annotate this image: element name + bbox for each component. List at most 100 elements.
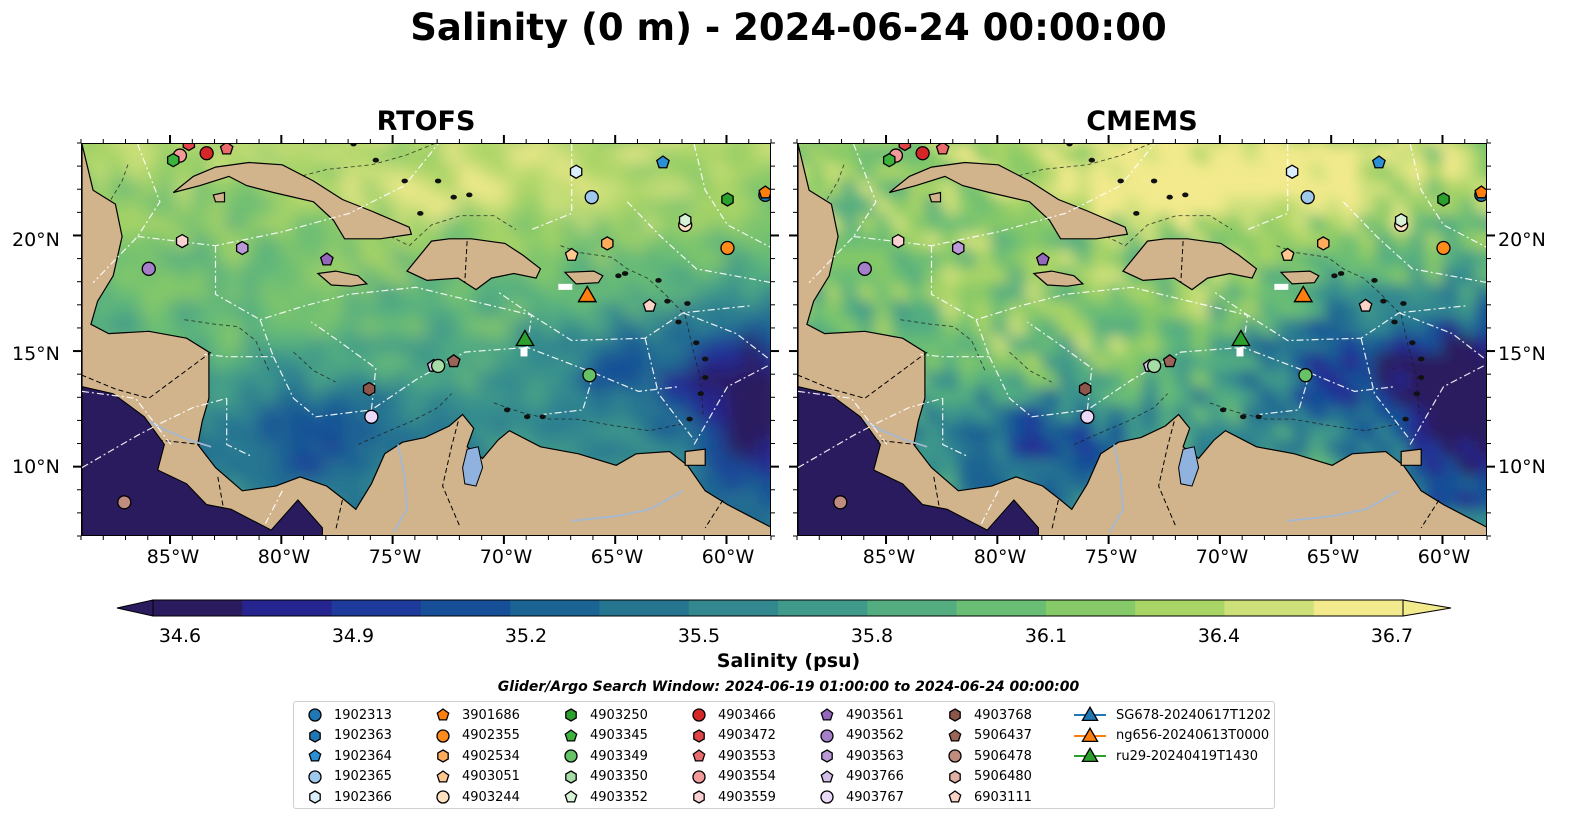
float-marker	[1300, 190, 1315, 205]
legend-marker-icon	[437, 749, 449, 763]
float-marker	[446, 354, 461, 368]
legend-item: 4903466	[690, 705, 776, 725]
legend-item: 4903559	[690, 787, 776, 807]
colorbar-tick-3: 35.5	[677, 625, 721, 647]
lon-label-85w-cmems: 85°W	[862, 546, 916, 568]
float-marker	[721, 192, 734, 207]
legend-marker	[564, 790, 578, 803]
colorbar-tick-6: 36.4	[1197, 625, 1241, 647]
legend-label: 4903349	[590, 748, 648, 764]
legend-item: ru29-20240419T1430	[1074, 746, 1258, 766]
legend-marker	[693, 728, 705, 743]
legend-marker-icon	[1074, 726, 1106, 742]
colorbar-tick-7: 36.7	[1370, 625, 1414, 647]
axis-ticks	[73, 135, 1495, 544]
lon-label-75w-cmems: 75°W	[1084, 546, 1138, 568]
glider-markers	[1231, 285, 1314, 347]
glider-marker	[1293, 285, 1314, 303]
float-marker	[882, 152, 896, 168]
lesser-antilles	[1066, 144, 1425, 422]
float-marker	[1298, 368, 1313, 383]
float-marker	[1358, 298, 1373, 312]
legend-item: 4903349	[562, 746, 648, 766]
colorbar-segment	[1313, 600, 1404, 616]
glider-tracks	[1236, 283, 1289, 357]
float-marker	[430, 358, 446, 374]
float-marker	[141, 261, 156, 276]
legend-marker-icon	[820, 708, 834, 721]
legend-marker-icon	[564, 728, 578, 741]
legend-marker	[820, 769, 834, 782]
legend-marker-icon	[565, 769, 577, 784]
legend-marker	[308, 749, 322, 762]
float-marker	[199, 146, 214, 161]
legend-label: 1902365	[334, 769, 392, 784]
legend-marker	[820, 728, 834, 743]
legend-label: 3901686	[462, 707, 520, 723]
float-marker	[915, 146, 930, 161]
float-marker	[655, 155, 670, 169]
legend-item: 4903553	[690, 746, 776, 766]
legend-marker	[948, 728, 962, 741]
float-marker	[1035, 252, 1050, 266]
legend-marker-icon	[564, 749, 578, 763]
legend-marker	[949, 769, 961, 784]
legend-item: 1902365	[306, 767, 392, 787]
legend-item: 4903554	[690, 767, 776, 787]
lon-label-80w-rtofs: 80°W	[257, 546, 311, 568]
legend-label: 1902363	[334, 728, 392, 743]
legend-label: 4903563	[846, 748, 904, 764]
float-marker	[898, 144, 912, 152]
glider-marker	[1231, 329, 1251, 347]
legend-marker-icon	[693, 790, 705, 804]
legend-item: 4903472	[690, 726, 776, 746]
panel-title-rtofs: RTOFS	[376, 106, 476, 137]
legend-marker	[309, 790, 321, 804]
legend-marker	[565, 769, 577, 784]
float-marker	[1371, 155, 1386, 169]
legend-marker-icon	[436, 708, 450, 721]
legend-label: 4903767	[846, 789, 904, 805]
glider-tracks	[520, 283, 573, 357]
legend-item: 5906480	[946, 767, 1032, 787]
glider-marker	[515, 329, 535, 347]
legend-marker-icon	[564, 790, 578, 803]
lon-label-70w-rtofs: 70°W	[479, 546, 533, 568]
colorbar-label: Salinity (psu)	[716, 650, 861, 672]
lat-label-20n-right: 20°N	[1498, 229, 1546, 251]
float-marker	[1285, 164, 1299, 179]
glider-marker	[577, 285, 598, 303]
legend-marker-icon	[948, 749, 962, 763]
legend-item: 4903345	[562, 726, 648, 746]
legend-marker-icon	[308, 769, 322, 784]
legend-marker-icon	[821, 749, 833, 763]
legend-label: 4903562	[846, 728, 904, 743]
legend-label: 4903768	[974, 707, 1032, 723]
colorbar-segment	[956, 600, 1047, 616]
map-panel-cmems	[797, 143, 1487, 536]
colorbar-extend-min	[116, 599, 154, 617]
legend-label: 5906478	[974, 748, 1032, 764]
float-marker	[1162, 354, 1177, 368]
legend-item: 1902366	[306, 787, 392, 807]
legend-marker	[692, 769, 706, 784]
lon-label-85w-rtofs: 85°W	[146, 546, 200, 568]
legend-marker	[309, 728, 321, 743]
legend-marker	[949, 708, 961, 722]
legend-marker-icon	[436, 790, 450, 804]
legend-item: SG678-20240617T1202	[1074, 705, 1271, 725]
legend-label: 1902366	[334, 789, 392, 805]
float-marker	[1146, 358, 1162, 374]
legend-item: ng656-20240613T0000	[1074, 726, 1269, 746]
legend-marker	[948, 749, 962, 763]
float-marker	[219, 144, 234, 155]
legend-item: 4903352	[562, 787, 648, 807]
legend-marker	[1081, 747, 1099, 763]
eez-boundaries	[798, 144, 1486, 526]
colorbar	[116, 599, 1452, 617]
float-marker	[833, 495, 848, 510]
float-marker	[1436, 240, 1451, 256]
colorbar-extend-max	[1402, 599, 1452, 617]
colorbar-tick-4: 35.8	[850, 625, 894, 647]
legend-label: 4903554	[718, 769, 776, 784]
